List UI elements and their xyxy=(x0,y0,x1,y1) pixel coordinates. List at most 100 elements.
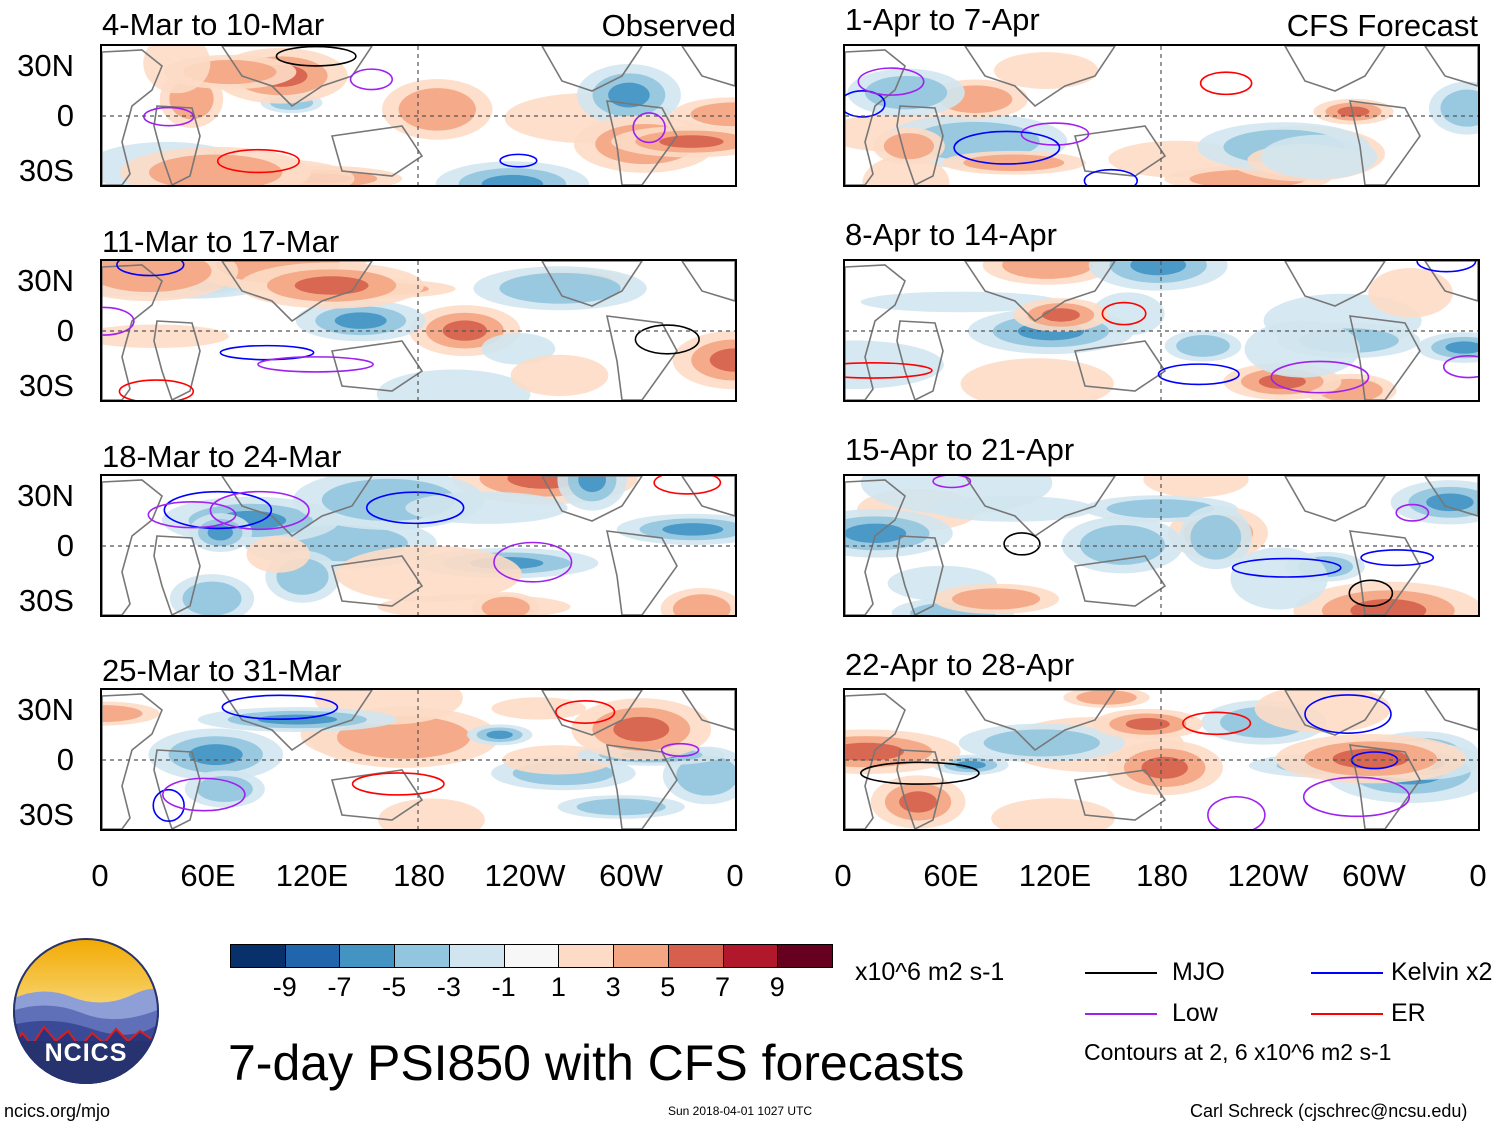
anomaly-shading xyxy=(1130,261,1186,276)
legend-line-low xyxy=(1085,1013,1157,1015)
anomaly-shading xyxy=(883,133,935,160)
wave-contour xyxy=(147,501,237,529)
coastline xyxy=(330,125,424,177)
colorbar xyxy=(230,944,833,968)
lon-label-fc-0: 0 xyxy=(834,858,852,893)
coastline xyxy=(1284,261,1386,307)
lon-label-fc-120e: 120E xyxy=(1018,858,1092,893)
panel-title-obs-1: 4-Mar to 10-Mar xyxy=(102,7,325,42)
legend-label-kelvin: Kelvin x2 xyxy=(1391,958,1493,986)
lon-label-obs-0b: 0 xyxy=(726,858,744,893)
wave-contour xyxy=(634,324,700,355)
lon-label-obs-60w: 60W xyxy=(599,858,663,893)
wave-contour xyxy=(118,379,195,400)
observed-label: Observed xyxy=(601,8,736,43)
coastline xyxy=(153,535,201,615)
wave-contour xyxy=(162,777,246,812)
lat-label-30s-3: 30S xyxy=(18,583,74,618)
anomaly-shading xyxy=(963,154,1065,172)
coastline xyxy=(541,690,643,736)
legend-line-er xyxy=(1311,1013,1383,1015)
wave-contour xyxy=(365,491,465,525)
anomaly-shading xyxy=(481,174,544,185)
wave-contour xyxy=(1182,711,1252,736)
coastline xyxy=(1073,555,1167,607)
colorbar-box xyxy=(558,944,615,968)
wave-contour xyxy=(216,148,300,174)
lat-label-30n-4: 30N xyxy=(17,692,74,727)
lat-label-30n-3: 30N xyxy=(17,478,74,513)
legend-label-mjo: MJO xyxy=(1172,958,1225,986)
lon-label-obs-0: 0 xyxy=(91,858,109,893)
anomaly-shading xyxy=(481,333,556,365)
anomaly-shading xyxy=(1337,106,1370,117)
anomaly-shading xyxy=(207,524,234,541)
anomaly-shading xyxy=(608,82,650,108)
wave-contour xyxy=(275,46,357,67)
map-graphic xyxy=(102,476,735,615)
colorbar-box xyxy=(667,944,724,968)
colorbar-tick-label: -1 xyxy=(491,972,516,1002)
coastline xyxy=(1073,769,1167,821)
logo-graphic xyxy=(13,938,159,1084)
colorbar-tick-label: 3 xyxy=(605,972,621,1002)
coastline xyxy=(845,264,906,400)
colorbar-unit: x10^6 m2 s-1 xyxy=(855,958,1005,986)
wave-contour xyxy=(257,356,374,373)
map-panel-obs-1 xyxy=(100,44,737,187)
lat-label-30n-1: 30N xyxy=(17,48,74,83)
coastline xyxy=(330,555,424,607)
anomaly-shading xyxy=(334,312,387,329)
ncics-logo[interactable]: NCICS xyxy=(12,937,160,1085)
lat-label-30s-2: 30S xyxy=(18,368,74,403)
coastline xyxy=(964,46,1116,108)
anomaly-shading xyxy=(993,52,1099,89)
anomaly-shading xyxy=(1350,599,1427,615)
lon-label-fc-120w: 120W xyxy=(1227,858,1309,893)
map-panel-fc-1 xyxy=(843,44,1480,187)
footer-url[interactable]: ncics.org/mjo xyxy=(4,1101,111,1121)
coastline xyxy=(681,476,735,517)
coastline xyxy=(681,261,735,302)
coastline xyxy=(1348,744,1421,829)
wave-contour xyxy=(493,541,573,583)
coastline xyxy=(1073,125,1167,177)
anomaly-shading xyxy=(510,354,609,397)
anomaly-shading xyxy=(1002,261,1093,279)
anomaly-shading xyxy=(865,75,948,110)
lat-label-eq-2: 0 xyxy=(56,313,74,348)
panel-title-obs-3: 18-Mar to 24-Mar xyxy=(102,439,342,474)
wave-contour xyxy=(499,153,538,168)
anomaly-shading xyxy=(143,46,211,94)
anomaly-shading xyxy=(845,340,944,390)
wave-contour xyxy=(209,490,310,531)
colorbar-box xyxy=(284,944,341,968)
wave-contour xyxy=(857,67,925,96)
footer-timestamp: Sun 2018-04-01 1027 UTC xyxy=(668,1104,813,1118)
panel-title-fc-2: 8-Apr to 14-Apr xyxy=(845,217,1057,252)
wave-contour xyxy=(143,106,195,127)
coastline xyxy=(1348,100,1421,185)
anomaly-shading xyxy=(1244,320,1361,378)
map-panel-obs-3 xyxy=(100,474,737,617)
lat-label-eq-3: 0 xyxy=(56,528,74,563)
coastline xyxy=(896,535,944,615)
colorbar-box xyxy=(448,944,505,968)
coastline xyxy=(541,476,643,522)
wave-contour xyxy=(1302,776,1411,818)
wave-contour xyxy=(1395,503,1430,522)
colorbar-tick-label: 1 xyxy=(550,972,566,1002)
anomaly-shading xyxy=(952,588,1041,610)
anomaly-shading xyxy=(1141,756,1188,779)
coastline xyxy=(330,340,424,392)
coastline xyxy=(541,261,643,307)
coastline xyxy=(1284,476,1386,522)
coastline xyxy=(221,690,373,752)
anomaly-shading xyxy=(676,755,735,796)
anomaly-shading xyxy=(481,596,530,615)
coastline xyxy=(681,46,735,87)
lon-label-fc-0b: 0 xyxy=(1469,858,1487,893)
wave-contour xyxy=(632,112,666,144)
anomaly-shading xyxy=(405,491,568,524)
coastline xyxy=(681,690,735,731)
